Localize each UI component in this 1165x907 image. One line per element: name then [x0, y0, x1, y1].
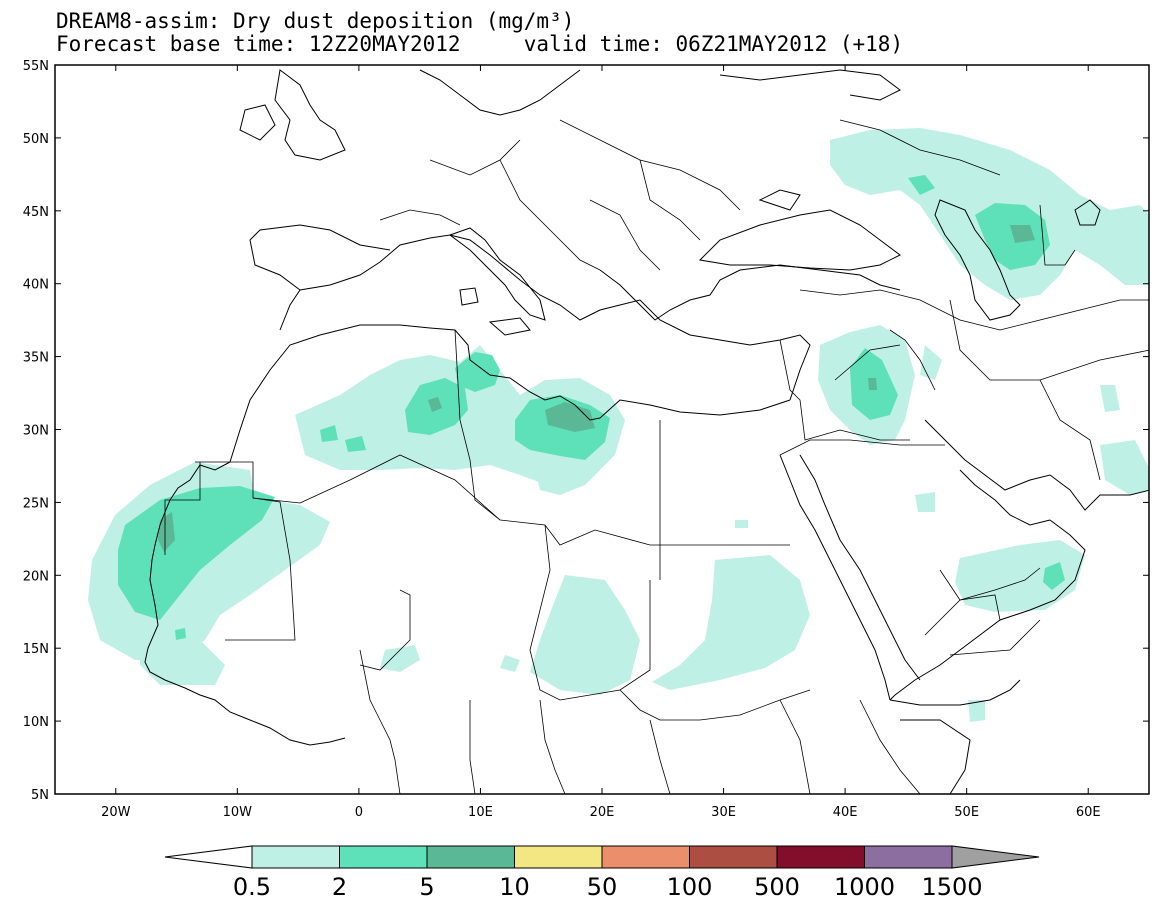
legend-label: 2	[332, 873, 347, 901]
color-legend: 0.5 2 5 10 50 100 500 1000 1500	[164, 845, 1040, 901]
legend-label: 0.5	[233, 873, 271, 901]
legend-swatch	[776, 845, 865, 869]
legend-swatch	[426, 845, 515, 869]
lat-label: 25N	[23, 496, 49, 511]
legend-label: 1500	[921, 873, 982, 901]
lat-label: 35N	[23, 351, 49, 366]
map-title-line-1: DREAM8-assim: Dry dust deposition (mg/m³…	[56, 9, 575, 33]
lat-label: 55N	[23, 59, 49, 74]
lat-label: 30N	[23, 424, 49, 439]
lat-label: 45N	[23, 205, 49, 220]
lat-label: 50N	[23, 132, 49, 147]
lat-label: 20N	[23, 569, 49, 584]
lon-label: 30E	[711, 805, 736, 820]
lon-label: 60E	[1076, 805, 1101, 820]
legend-label: 5	[419, 873, 434, 901]
lat-label: 15N	[23, 642, 49, 657]
shading-level-5	[158, 225, 1035, 552]
lon-label: 0	[355, 805, 363, 820]
legend-swatch	[339, 845, 428, 869]
dust-shading-layer	[88, 128, 1149, 722]
coastline-layer	[144, 69, 1149, 794]
lon-label: 50E	[954, 805, 979, 820]
shading-level-2	[118, 175, 1065, 640]
legend-above-arrow	[951, 845, 1040, 869]
map-title-line-2: Forecast base time: 12Z20MAY2012 valid t…	[56, 32, 904, 56]
legend-label: 50	[587, 873, 618, 901]
legend-swatch	[601, 845, 690, 869]
lon-label: 20E	[590, 805, 615, 820]
legend-swatch	[689, 845, 778, 869]
legend-swatch	[251, 845, 340, 869]
lat-label: 40N	[23, 278, 49, 293]
border-layer	[164, 119, 1149, 794]
legend-label: 10	[499, 873, 530, 901]
legend-label: 100	[667, 873, 713, 901]
lon-label: 40E	[833, 805, 858, 820]
longitude-axis: 20W 10W 0 10E 20E 30E 40E 50E 60E	[101, 65, 1101, 820]
legend-swatch	[514, 845, 603, 869]
legend-below-arrow	[164, 845, 253, 869]
legend-label: 1000	[834, 873, 895, 901]
lat-label: 5N	[31, 788, 49, 803]
latitude-axis: 55N 50N 45N 40N 35N 30N 25N 20N 15N 10N 5N	[23, 59, 1149, 803]
lat-label: 10N	[23, 715, 49, 730]
lon-label: 10W	[223, 805, 253, 820]
legend-swatch	[864, 845, 953, 869]
lon-label: 10E	[468, 805, 493, 820]
lon-label: 20W	[101, 805, 131, 820]
legend-label: 500	[754, 873, 800, 901]
